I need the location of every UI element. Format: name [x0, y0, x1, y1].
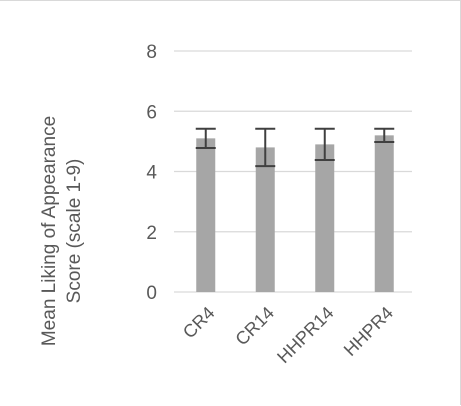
y-tick-label: 0 [146, 283, 157, 304]
x-tick-label-CR4: CR4 [179, 303, 219, 343]
y-axis-title-line-1: Mean Liking of Appearance [39, 116, 60, 346]
bar-HHPR4 [374, 135, 394, 292]
x-tick-label-HHPR14: HHPR14 [273, 303, 337, 367]
y-tick-label: 4 [146, 163, 157, 184]
y-tick-label: 2 [146, 223, 157, 244]
x-tick-label-CR14: CR14 [231, 303, 278, 350]
error-bars [195, 127, 395, 168]
bar-HHPR14 [315, 144, 335, 292]
bars [196, 135, 394, 292]
bar-CR4 [196, 138, 216, 292]
bar-CR14 [255, 147, 275, 292]
y-tick-labels: 0 2 4 6 8 [146, 42, 157, 304]
x-tick-label-HHPR4: HHPR4 [340, 303, 397, 360]
y-axis-title: Mean Liking of Appearance Score (scale 1… [39, 116, 85, 346]
y-axis-title-line-2: Score (scale 1-9) [64, 159, 85, 304]
y-tick-label: 8 [146, 42, 157, 63]
y-tick-label: 6 [146, 102, 157, 123]
